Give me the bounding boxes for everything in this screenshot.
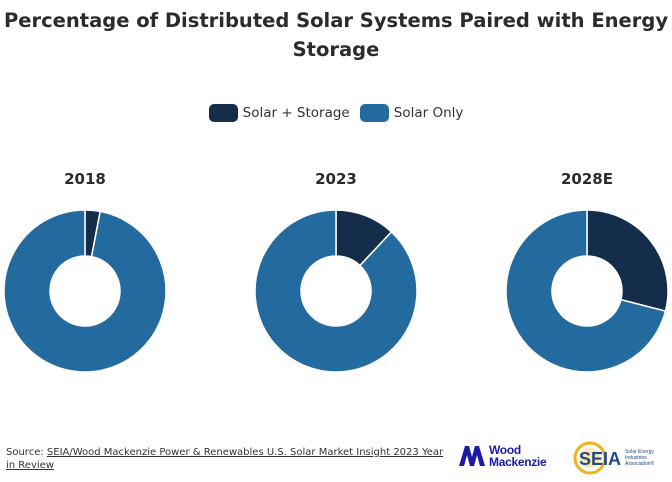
legend-item-solar-only[interactable]: Solar Only	[359, 104, 464, 122]
donut-slice-2028e-solar-storage[interactable]	[586, 209, 669, 313]
legend: Solar + Storage Solar Only	[0, 104, 672, 122]
legend-label-solar-only: Solar Only	[393, 105, 464, 121]
seia-wordmark: SEIA	[579, 449, 621, 469]
legend-item-solar-storage[interactable]: Solar + Storage	[208, 104, 350, 122]
donut-label-2028e: 2028E	[561, 170, 613, 188]
seia-logo: SEIA Solar Energy Industries Association…	[573, 440, 665, 481]
source-link[interactable]: SEIA/Wood Mackenzie Power & Renewables U…	[6, 447, 444, 471]
legend-swatch-solar-storage	[208, 104, 238, 122]
donut-slice-2028e-solar-only[interactable]	[505, 209, 667, 373]
source-note: Source: SEIA/Wood Mackenzie Power & Rene…	[6, 446, 446, 472]
svg-text:Industries: Industries	[625, 455, 647, 461]
chart-title: Percentage of Distributed Solar Systems …	[3, 9, 669, 61]
wood-mackenzie-line2: Mackenzie	[489, 455, 547, 469]
donut-slice-2018-solar-only[interactable]	[3, 209, 167, 373]
svg-text:Association®: Association®	[625, 460, 655, 467]
wood-mackenzie-line1: Wood	[489, 443, 521, 457]
seia-sun-icon: SEIA Solar Energy Industries Association…	[573, 441, 655, 475]
donut-slice-2023-solar-only[interactable]	[254, 209, 418, 373]
donut-charts: 2018 2023 2028E	[3, 170, 669, 373]
legend-label-solar-storage: Solar + Storage	[242, 105, 350, 121]
svg-text:Solar Energy: Solar Energy	[625, 449, 654, 455]
wood-mackenzie-mark-icon	[459, 446, 485, 466]
donut-label-2023: 2023	[315, 170, 357, 188]
donut-label-2018: 2018	[64, 170, 106, 188]
wood-mackenzie-logo: Wood Mackenzie	[459, 443, 547, 469]
source-prefix: Source:	[6, 447, 47, 458]
legend-swatch-solar-only	[359, 104, 389, 122]
